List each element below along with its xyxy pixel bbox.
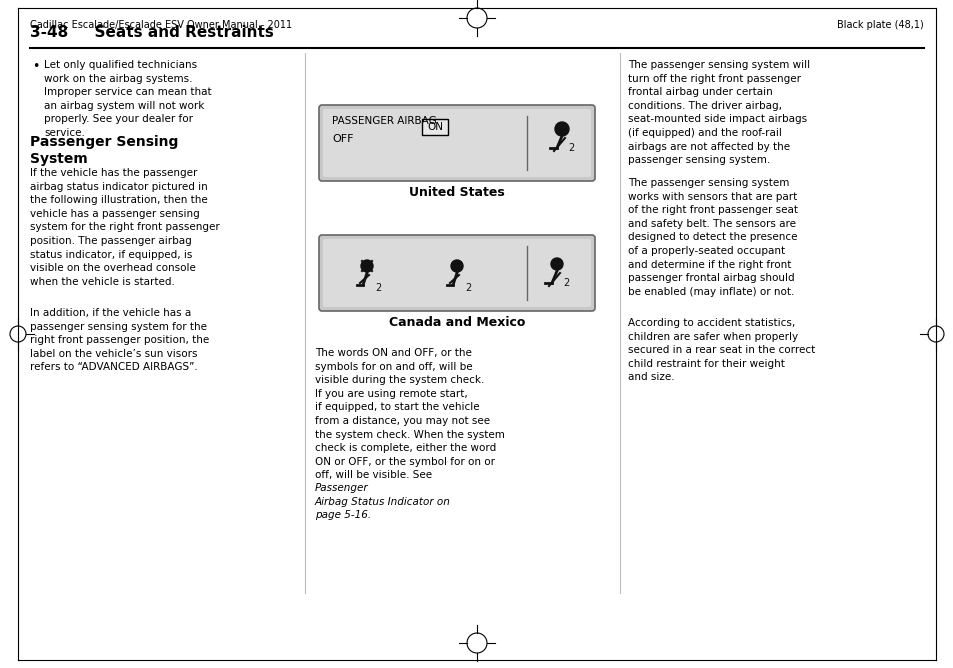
- Bar: [421, 119, 448, 135]
- Text: Cadillac Escalade/Escalade ESV Owner Manual - 2011: Cadillac Escalade/Escalade ESV Owner Man…: [30, 20, 292, 30]
- Text: In addition, if the vehicle has a
passenger sensing system for the
right front p: In addition, if the vehicle has a passen…: [30, 308, 209, 372]
- FancyBboxPatch shape: [318, 105, 595, 181]
- Text: The passenger sensing system will
turn off the right front passenger
frontal air: The passenger sensing system will turn o…: [627, 60, 809, 165]
- Text: •: •: [32, 60, 39, 73]
- Text: PASSENGER AIRBAG: PASSENGER AIRBAG: [332, 116, 436, 126]
- Text: United States: United States: [409, 186, 504, 199]
- Text: The words ON and OFF, or the
symbols for on and off, will be
visible during the : The words ON and OFF, or the symbols for…: [314, 348, 504, 480]
- Text: Let only qualified technicians
work on the airbag systems.
Improper service can : Let only qualified technicians work on t…: [44, 60, 212, 138]
- Text: OFF: OFF: [332, 134, 354, 144]
- Circle shape: [360, 260, 373, 272]
- Circle shape: [551, 258, 562, 270]
- FancyBboxPatch shape: [323, 109, 590, 177]
- Text: Black plate (48,1): Black plate (48,1): [837, 20, 923, 30]
- Text: 2: 2: [562, 278, 569, 288]
- Text: 2: 2: [375, 283, 381, 293]
- Text: 2: 2: [567, 143, 574, 153]
- Text: Canada and Mexico: Canada and Mexico: [389, 316, 525, 329]
- FancyBboxPatch shape: [323, 239, 590, 307]
- Circle shape: [555, 122, 568, 136]
- Circle shape: [451, 260, 462, 272]
- Text: 2: 2: [464, 283, 471, 293]
- Text: The passenger sensing system
works with sensors that are part
of the right front: The passenger sensing system works with …: [627, 178, 797, 297]
- FancyBboxPatch shape: [318, 235, 595, 311]
- Text: Passenger
Airbag Status Indicator on
page 5-16.: Passenger Airbag Status Indicator on pag…: [314, 483, 451, 520]
- Text: If the vehicle has the passenger
airbag status indicator pictured in
the followi: If the vehicle has the passenger airbag …: [30, 168, 219, 287]
- Text: 3-48     Seats and Restraints: 3-48 Seats and Restraints: [30, 25, 274, 40]
- Text: ON: ON: [427, 122, 442, 132]
- Text: Passenger Sensing
System: Passenger Sensing System: [30, 135, 178, 166]
- Text: According to accident statistics,
children are safer when properly
secured in a : According to accident statistics, childr…: [627, 318, 815, 382]
